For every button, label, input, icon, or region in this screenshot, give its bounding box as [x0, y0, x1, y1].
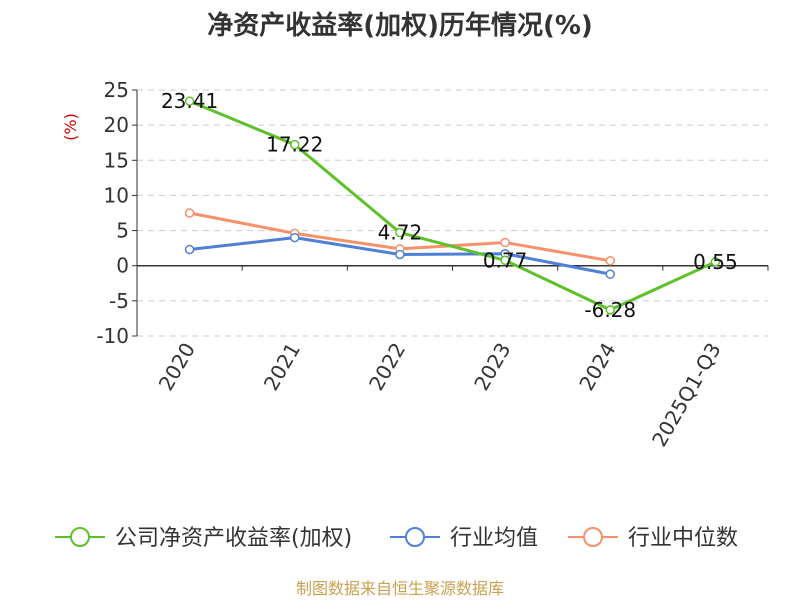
y-tick-label: 20	[104, 113, 129, 137]
data-point	[395, 227, 405, 238]
series-layer	[184, 96, 721, 315]
data-label: 0.77	[483, 248, 528, 272]
data-label: -6.28	[584, 298, 636, 322]
data-point	[605, 305, 615, 315]
x-tick-labels: 2020 2021 2022 2023 2024 2025Q1-Q3	[154, 339, 726, 451]
chart-title: 净资产收益率(加权)历年情况(%)	[207, 10, 593, 41]
data-labels: 23.41 17.22 4.72 0.77 -6.28 0.55	[161, 89, 738, 322]
data-point	[290, 232, 300, 243]
legend-label: 公司净资产收益率(加权)	[115, 526, 352, 551]
x-tick-label: 2023	[469, 339, 515, 395]
data-point	[605, 269, 615, 279]
data-point	[184, 208, 195, 218]
legend-swatch-marker	[405, 527, 425, 547]
data-label: 0.55	[693, 250, 738, 274]
source-note: 制图数据来自恒生聚源数据库	[296, 579, 504, 598]
legend-label: 行业均值	[450, 526, 538, 551]
data-label: 4.72	[378, 221, 423, 245]
data-point	[184, 96, 195, 106]
legend: 公司净资产收益率(加权) 行业均值 行业中位数	[55, 526, 738, 551]
data-point	[395, 249, 405, 260]
x-tick-label: 2020	[154, 339, 200, 395]
legend-swatch-marker	[583, 527, 603, 547]
data-point	[500, 237, 510, 248]
y-tick-label: 10	[104, 183, 129, 207]
x-tick-label: 2025Q1-Q3	[647, 339, 726, 451]
y-tick-label: -5	[109, 289, 129, 313]
data-point	[605, 256, 615, 266]
x-tick-label: 2021	[259, 339, 305, 395]
data-point	[290, 139, 300, 150]
y-tick-label: 15	[104, 148, 129, 172]
series-line	[189, 99, 717, 312]
y-tick-label: -10	[96, 324, 129, 348]
x-tick-label: 2022	[364, 339, 410, 395]
y-axis-label: (%)	[61, 113, 80, 141]
x-tick-label: 2024	[574, 339, 620, 395]
grid-lines	[137, 89, 768, 337]
y-tick-label: 5	[116, 219, 129, 243]
legend-swatch-marker	[70, 527, 90, 547]
data-label: 23.41	[161, 89, 218, 113]
data-point	[710, 257, 721, 267]
data-point	[500, 255, 510, 266]
y-tick-label: 0	[116, 254, 129, 278]
y-tick-labels: 25 20 15 10 5 0 -5 -10	[96, 78, 129, 348]
axes	[132, 89, 769, 337]
data-point	[184, 244, 195, 255]
data-label: 17.22	[266, 133, 323, 157]
legend-label: 行业中位数	[628, 526, 738, 551]
y-tick-label: 25	[104, 78, 129, 102]
